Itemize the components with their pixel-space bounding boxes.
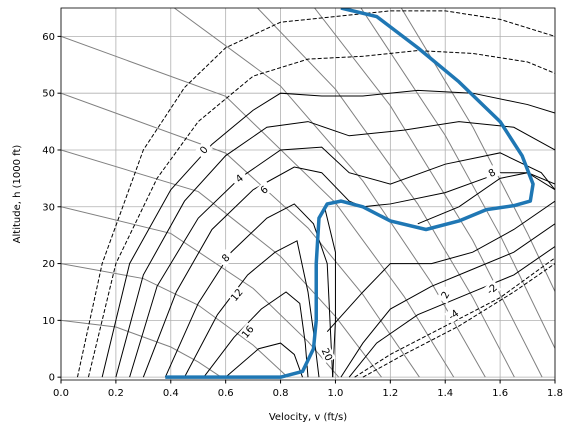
contour-line [142, 166, 555, 378]
contour-label: 4 [234, 173, 246, 186]
y-axis-label: Altitude, h (1000 ft) [12, 145, 23, 244]
contour-line [129, 146, 555, 378]
contour-line [362, 263, 555, 378]
contour-label: 16 [240, 324, 257, 341]
x-tick-label: 0.8 [273, 388, 289, 399]
contour-label-bg [227, 285, 246, 305]
contour-line [417, 172, 555, 225]
contour-line [76, 10, 555, 378]
y-tick-label: 60 [42, 32, 55, 43]
contour-label-bg [230, 169, 249, 188]
x-tick-label: 1.2 [382, 388, 398, 399]
x-tick-label: 1.0 [327, 388, 343, 399]
contour-label: 8 [487, 167, 498, 180]
contour-line [203, 291, 309, 378]
energy-line [61, 92, 420, 378]
y-tick-label: 40 [42, 145, 55, 156]
x-axis-label: Velocity, v (ft/s) [269, 412, 347, 423]
contour-label-bg [216, 248, 235, 268]
x-tick-label: 0.6 [218, 388, 234, 399]
contour-line [115, 121, 555, 378]
contour-line [340, 223, 555, 378]
y-tick-label: 20 [42, 259, 55, 270]
x-tick-label: 0.0 [53, 388, 69, 399]
contour-label: 12 [229, 287, 246, 304]
contour-label: -2 [485, 282, 500, 297]
contour-line [326, 200, 555, 333]
contour-label-bg [318, 345, 336, 364]
contour-label: 2 [440, 290, 453, 301]
contour-label: 6 [259, 184, 271, 197]
energy-line [61, 149, 382, 378]
trajectory-line [165, 8, 535, 379]
y-tick-label: 50 [42, 89, 55, 100]
energy-line [61, 319, 222, 378]
axes: 0.0 0.2 0.4 0.6 0.8 1.0 1.2 1.4 1.6 1.80102030405… [42, 32, 563, 399]
contour-label-bg [194, 140, 213, 160]
y-tick-label: 30 [42, 202, 55, 213]
contour-label-bg [238, 322, 257, 341]
energy-line [360, 8, 555, 349]
contour-label-bg [482, 280, 502, 299]
energy-line [400, 8, 555, 292]
x-tick-label: 1.6 [492, 388, 508, 399]
y-tick-label: 0 [49, 373, 55, 384]
y-tick-label: 10 [42, 316, 55, 327]
energy-line [61, 206, 340, 378]
contour-line [164, 203, 334, 378]
energy-line [61, 263, 289, 378]
contour-line [184, 240, 320, 378]
contour-label: 20 [319, 347, 334, 363]
contour-label-bg [436, 285, 454, 304]
contour-line [348, 246, 555, 378]
contour-line [87, 50, 555, 378]
contour-label-bg [444, 305, 463, 324]
x-tick-label: 0.4 [163, 388, 179, 399]
axes-frame [60, 7, 556, 381]
energy-line [257, 8, 515, 378]
x-tick-label: 1.4 [437, 388, 453, 399]
contour-line [225, 342, 303, 378]
contour-label-bg [254, 180, 274, 199]
x-tick-label: 0.2 [108, 388, 124, 399]
contour-label: 0 [198, 145, 211, 157]
contour-line [101, 89, 555, 378]
contour-line [323, 206, 336, 378]
energy-line [314, 8, 543, 378]
contour-line [354, 257, 555, 378]
contour-label-bg [482, 164, 501, 182]
x-tick-label: 1.8 [547, 388, 563, 399]
